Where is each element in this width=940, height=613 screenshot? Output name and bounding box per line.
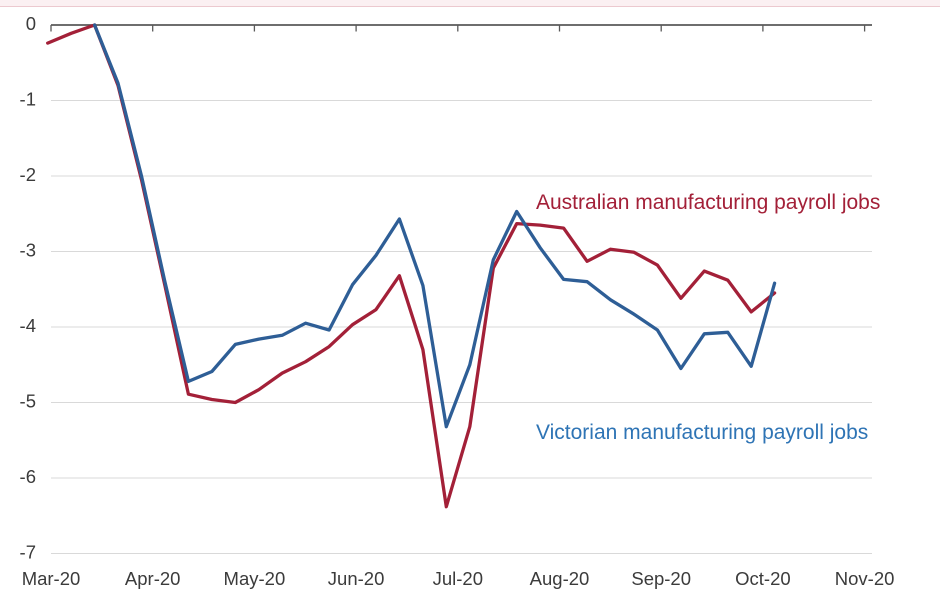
series-lines: [46, 23, 777, 509]
series-label-australia: Australian manufacturing payroll jobs: [536, 191, 880, 214]
y-tick-label: -1: [20, 88, 36, 109]
x-tick-label: Apr-20: [125, 568, 181, 589]
x-tick-label: Mar-20: [22, 568, 81, 589]
gridlines: [51, 100, 872, 554]
y-tick-label: -6: [20, 466, 36, 487]
x-tick-label: Nov-20: [835, 568, 895, 589]
top-banner: [0, 0, 940, 7]
x-tick-label: Aug-20: [530, 568, 590, 589]
y-tick-label: -3: [20, 239, 36, 260]
y-tick-label: -4: [20, 315, 36, 336]
x-tick-label: Jun-20: [328, 568, 385, 589]
y-tick-label: -2: [20, 164, 36, 185]
x-tick-label: Sep-20: [631, 568, 691, 589]
x-tick-labels: Mar-20 Apr-20 May-20 Jun-20 Jul-20 Aug-20 Sep-…: [22, 568, 895, 589]
x-tick-label: Oct-20: [735, 568, 791, 589]
y-tick-label: -7: [20, 541, 36, 562]
series-labels: Australian manufacturing payroll jobs Vic…: [536, 191, 880, 444]
series-line-victoria: [92, 23, 777, 429]
zero-axis: [50, 24, 872, 32]
x-tick-label: May-20: [224, 568, 286, 589]
y-tick-labels: 0 -1 -2 -3 -4 -5 -6 -7: [20, 13, 36, 563]
series-label-victoria: Victorian manufacturing payroll jobs: [536, 421, 868, 444]
y-tick-label: -5: [20, 390, 36, 411]
x-tick-label: Jul-20: [433, 568, 483, 589]
y-tick-label: 0: [26, 13, 36, 34]
